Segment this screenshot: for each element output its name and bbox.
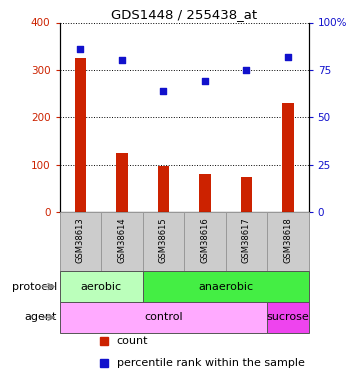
Bar [184, 212, 226, 271]
Text: percentile rank within the sample: percentile rank within the sample [117, 358, 305, 368]
Bar [60, 271, 143, 302]
Point [243, 67, 249, 73]
Point [202, 78, 208, 84]
Bar [267, 212, 309, 271]
Text: GSM38613: GSM38613 [76, 217, 85, 263]
Title: GDS1448 / 255438_at: GDS1448 / 255438_at [111, 8, 257, 21]
Text: sucrose: sucrose [266, 312, 309, 322]
Bar [143, 212, 184, 271]
Point [160, 88, 166, 94]
Text: protocol: protocol [12, 282, 57, 292]
Bar [143, 271, 309, 302]
Bar [74, 58, 86, 212]
Text: count: count [117, 336, 148, 346]
Text: GSM38618: GSM38618 [283, 217, 292, 263]
Text: GSM38615: GSM38615 [159, 217, 168, 263]
Bar [157, 165, 169, 212]
Point [77, 46, 83, 52]
Bar [240, 177, 252, 212]
Point [119, 57, 125, 63]
Bar [282, 103, 294, 212]
Point [285, 54, 291, 60]
Text: control: control [144, 312, 183, 322]
Text: GSM38614: GSM38614 [117, 217, 126, 263]
Text: GSM38617: GSM38617 [242, 217, 251, 263]
Bar [267, 302, 309, 333]
Bar [116, 153, 128, 212]
Bar [199, 174, 211, 212]
Bar [101, 212, 143, 271]
Bar [226, 212, 267, 271]
Text: anaerobic: anaerobic [198, 282, 253, 292]
Text: agent: agent [25, 312, 57, 322]
Bar [60, 302, 267, 333]
Text: GSM38616: GSM38616 [200, 217, 209, 263]
Bar [60, 212, 101, 271]
Text: aerobic: aerobic [81, 282, 122, 292]
